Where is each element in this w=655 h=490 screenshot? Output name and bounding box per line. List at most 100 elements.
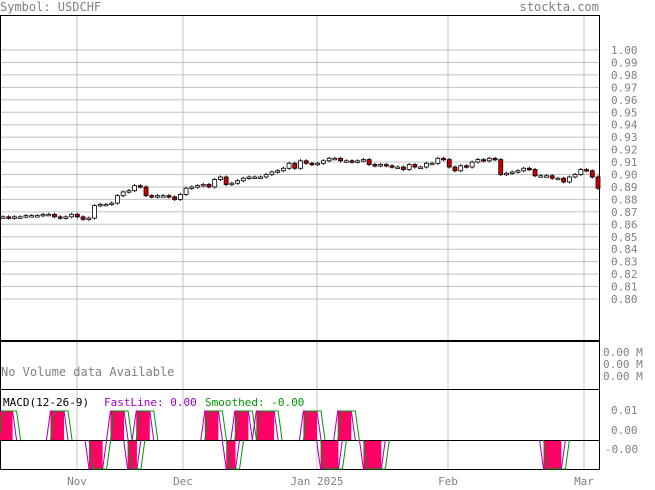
candle-body xyxy=(475,159,481,163)
macd-lines xyxy=(0,410,570,470)
candle-body xyxy=(584,169,589,172)
candle-body xyxy=(515,170,521,173)
candles xyxy=(0,156,601,221)
macd-bar xyxy=(376,441,382,469)
candle-body xyxy=(338,157,343,162)
candle-body xyxy=(389,165,395,168)
macd-bar xyxy=(119,411,125,440)
candle-body xyxy=(280,167,286,172)
x-label-dec: Dec xyxy=(173,475,193,486)
candle-body xyxy=(115,195,120,204)
candle-body xyxy=(418,166,424,169)
macd-bar xyxy=(131,441,137,469)
candle-body xyxy=(504,172,509,176)
candle-body xyxy=(498,159,504,175)
price-tick-label: 1.00 xyxy=(611,44,638,57)
candle-body xyxy=(355,160,361,163)
macd-bar xyxy=(243,411,249,440)
candle-body xyxy=(12,216,17,219)
candle-body xyxy=(361,159,366,162)
candle-body xyxy=(435,157,441,164)
candle-body xyxy=(86,217,92,220)
macd-bar xyxy=(312,411,318,440)
candle-body xyxy=(149,195,155,198)
candle-body xyxy=(235,180,240,184)
macd-label: MACD(12-26-9) xyxy=(3,396,89,409)
candle-body xyxy=(63,216,69,219)
candle-body xyxy=(332,157,338,161)
macd-bar xyxy=(209,411,215,440)
volume-message: No Volume data Available xyxy=(1,365,174,379)
candle-body xyxy=(263,174,269,178)
candle-body xyxy=(481,159,486,162)
candle-body xyxy=(309,162,315,166)
candle-body xyxy=(109,202,115,206)
candle-body xyxy=(561,177,567,183)
candle-body xyxy=(549,175,555,179)
macd-bar xyxy=(333,441,339,469)
candle-body xyxy=(343,160,349,163)
candle-body xyxy=(401,166,406,170)
price-tick-label: 0.92 xyxy=(611,144,638,157)
price-tick-label: 0.87 xyxy=(611,206,638,219)
macd-bar xyxy=(140,411,146,440)
price-tick-label: 0.98 xyxy=(611,69,638,82)
candle-body xyxy=(69,213,75,218)
macd-bar xyxy=(372,441,378,469)
candle-body xyxy=(544,175,549,178)
candle-body xyxy=(538,175,544,178)
price-tick-label: 0.91 xyxy=(611,156,638,169)
candle-body xyxy=(383,164,389,167)
macd-smooth-label: Smoothed: -0.00 xyxy=(205,396,304,409)
candle-body xyxy=(303,160,309,164)
candle-body xyxy=(566,176,572,183)
macd-bar xyxy=(144,411,150,440)
price-tick-label: 0.85 xyxy=(611,231,638,244)
candle-body xyxy=(395,166,401,169)
candle-body xyxy=(446,159,452,168)
candle-body xyxy=(269,171,275,175)
macd-bar xyxy=(230,441,236,469)
candle-body xyxy=(292,162,298,169)
candle-body xyxy=(177,194,183,200)
candle-body xyxy=(155,195,160,198)
candle-body xyxy=(286,162,292,169)
candle-body xyxy=(464,165,469,168)
macd-bar xyxy=(556,441,562,469)
macd-smoothed-line xyxy=(320,439,347,470)
macd-bar xyxy=(329,441,335,469)
volume-panel xyxy=(0,341,600,390)
macd-smoothed-line xyxy=(225,439,245,470)
price-tick-label: 0.81 xyxy=(611,281,638,294)
price-tick-label: 0.95 xyxy=(611,106,638,119)
price-tick-label: 0.90 xyxy=(611,169,638,182)
candle-body xyxy=(423,162,429,168)
macd-bar xyxy=(97,441,103,469)
candle-body xyxy=(589,170,595,178)
volume-tick-2: 0.00 M xyxy=(603,358,643,371)
x-label-feb: Feb xyxy=(438,475,458,486)
candle-body xyxy=(34,215,40,218)
candle-body xyxy=(97,203,103,207)
candle-body xyxy=(298,160,303,169)
candle-body xyxy=(492,157,498,161)
price-tick-label: 0.93 xyxy=(611,131,638,144)
macd-smoothed-line xyxy=(109,410,133,441)
candle-body xyxy=(80,216,86,220)
brand-label: stockta.com xyxy=(520,0,599,14)
candle-body xyxy=(458,165,464,172)
macd-bar xyxy=(269,411,275,440)
macd-bar xyxy=(54,411,60,440)
candle-body xyxy=(578,169,584,175)
macd-smoothed-line xyxy=(127,439,146,470)
candle-body xyxy=(143,186,149,197)
candle-body xyxy=(23,215,29,218)
candle-body xyxy=(246,176,252,179)
candle-body xyxy=(469,161,475,168)
candle-body xyxy=(160,195,166,198)
x-label-mar: Mar xyxy=(574,475,594,486)
volume-tick-1: 0.00 M xyxy=(603,346,643,359)
candle-body xyxy=(52,213,57,218)
candle-body xyxy=(40,213,46,217)
candle-body xyxy=(406,164,412,170)
